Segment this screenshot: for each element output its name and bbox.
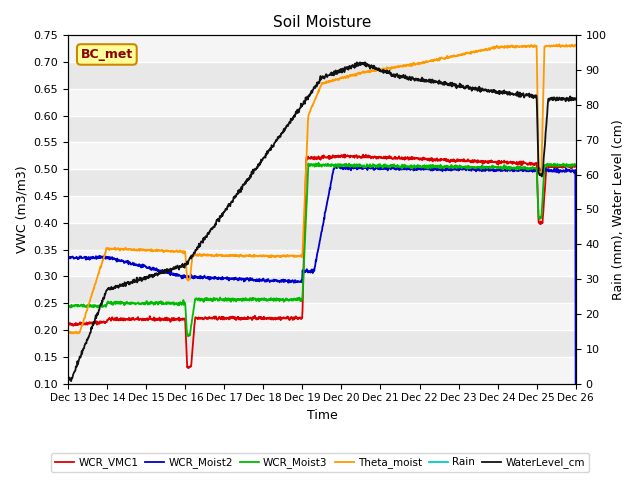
Rain	[291, 434, 298, 440]
Line: WCR_Moist3: WCR_Moist3	[68, 163, 576, 336]
WCR_Moist3	[75, 302, 83, 308]
Theta_moist	[68, 331, 76, 336]
Y-axis label: Rain (mm), Water Level (cm): Rain (mm), Water Level (cm)	[612, 119, 625, 300]
WCR_Moist2	[353, 166, 361, 171]
Bar	[68, 223, 576, 250]
Rain	[68, 434, 76, 440]
WCR_Moist3	[184, 333, 192, 339]
Bar	[68, 330, 576, 357]
WCR_VMC1	[291, 316, 299, 322]
Title: Soil Moisture: Soil Moisture	[273, 15, 371, 30]
Bar	[68, 196, 576, 223]
Bar	[68, 276, 576, 303]
WCR_VMC1	[519, 162, 527, 168]
Theta_moist	[291, 253, 299, 259]
WCR_Moist2	[518, 167, 526, 173]
Rain	[572, 434, 580, 440]
Theta_moist	[556, 41, 563, 47]
Bar	[68, 36, 576, 62]
WCR_Moist3	[68, 302, 76, 308]
WCR_VMC1	[68, 322, 76, 327]
WCR_VMC1	[64, 321, 72, 327]
Rain	[378, 434, 386, 440]
WCR_VMC1	[380, 155, 387, 160]
WCR_Moist2	[68, 255, 76, 261]
Rain	[353, 434, 361, 440]
Rain	[518, 434, 525, 440]
Legend: WCR_VMC1, WCR_Moist2, WCR_Moist3, Theta_moist, Rain, WaterLevel_cm: WCR_VMC1, WCR_Moist2, WCR_Moist3, Theta_…	[51, 453, 589, 472]
WCR_Moist3	[291, 296, 299, 302]
Bar	[68, 169, 576, 196]
WaterLevel_cm	[75, 357, 83, 362]
Theta_moist	[353, 71, 361, 76]
WCR_Moist2	[572, 434, 580, 440]
WCR_Moist3	[315, 160, 323, 166]
Theta_moist	[73, 331, 81, 336]
WCR_Moist3	[64, 304, 72, 310]
Bar	[68, 62, 576, 89]
WCR_VMC1	[572, 163, 580, 169]
WaterLevel_cm	[68, 375, 76, 381]
WCR_Moist2	[379, 164, 387, 170]
Line: WCR_Moist2: WCR_Moist2	[68, 166, 576, 437]
WCR_VMC1	[354, 155, 362, 160]
Line: WCR_VMC1: WCR_VMC1	[68, 155, 576, 368]
Text: BC_met: BC_met	[81, 48, 133, 61]
WCR_Moist2	[75, 255, 83, 261]
WaterLevel_cm	[353, 63, 361, 69]
Bar	[68, 143, 576, 169]
WaterLevel_cm	[572, 97, 580, 103]
WCR_Moist3	[380, 163, 387, 168]
WaterLevel_cm	[380, 69, 387, 74]
WaterLevel_cm	[356, 60, 364, 65]
Theta_moist	[518, 44, 526, 49]
Bar	[68, 89, 576, 116]
WCR_VMC1	[75, 321, 83, 326]
Bar	[68, 357, 576, 384]
WCR_Moist2	[291, 278, 298, 284]
WCR_Moist3	[519, 164, 527, 170]
WCR_Moist2	[351, 163, 359, 168]
Theta_moist	[379, 66, 387, 72]
WaterLevel_cm	[519, 91, 527, 97]
Y-axis label: VWC (m3/m3): VWC (m3/m3)	[15, 166, 28, 253]
Rain	[64, 434, 72, 440]
Theta_moist	[572, 42, 580, 48]
Bar	[68, 116, 576, 143]
WaterLevel_cm	[67, 378, 75, 384]
WCR_VMC1	[340, 152, 348, 157]
Line: WaterLevel_cm: WaterLevel_cm	[68, 62, 576, 381]
WaterLevel_cm	[291, 113, 299, 119]
Bar	[68, 303, 576, 330]
Bar	[68, 250, 576, 276]
Rain	[75, 434, 83, 440]
Theta_moist	[64, 330, 72, 336]
X-axis label: Time: Time	[307, 409, 337, 422]
WCR_Moist2	[64, 255, 72, 261]
WCR_VMC1	[184, 365, 192, 371]
Line: Theta_moist: Theta_moist	[68, 44, 576, 334]
Theta_moist	[75, 330, 83, 336]
WCR_Moist3	[354, 163, 362, 168]
WCR_Moist3	[572, 162, 580, 168]
WaterLevel_cm	[64, 377, 72, 383]
